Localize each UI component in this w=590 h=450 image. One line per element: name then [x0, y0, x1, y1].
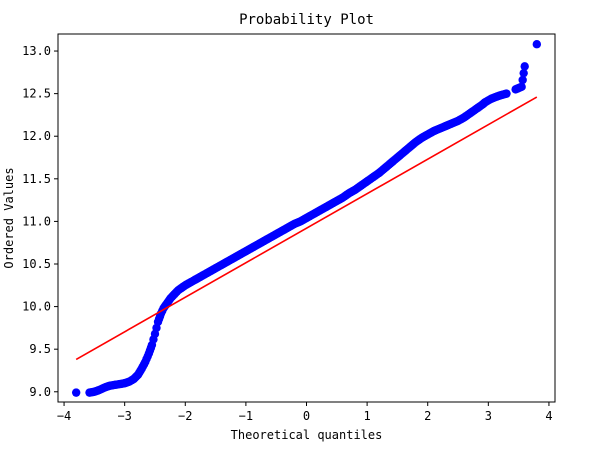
y-tick-label: 10.0 — [22, 300, 51, 314]
data-point — [502, 89, 511, 98]
chart-title: Probability Plot — [239, 12, 374, 28]
x-tick-label: −2 — [178, 409, 192, 423]
y-tick-label: 12.5 — [22, 87, 51, 101]
y-tick-label: 11.0 — [22, 214, 51, 228]
x-tick-label: −3 — [117, 409, 131, 423]
data-point — [519, 68, 528, 78]
y-tick-label: 10.5 — [22, 257, 51, 271]
x-tick-label: 1 — [363, 409, 370, 423]
y-axis: 9.0 9.5 10.0 10.5 11.0 11.5 12.0 12.5 13.0 — [22, 44, 58, 399]
y-tick-label: 9.0 — [29, 385, 51, 399]
x-tick-label: 3 — [485, 409, 492, 423]
x-tick-label: 2 — [424, 409, 431, 423]
data-points — [71, 40, 542, 397]
data-point — [517, 82, 526, 92]
data-point — [518, 75, 527, 85]
plot-area — [71, 40, 542, 397]
data-point — [520, 62, 529, 71]
y-tick-label: 13.0 — [22, 44, 51, 58]
data-point — [71, 388, 81, 397]
x-tick-label: −1 — [239, 409, 253, 423]
x-axis: −4 −3 −2 −1 0 1 2 3 4 — [57, 402, 553, 423]
data-point — [532, 40, 542, 49]
y-tick-label: 9.5 — [29, 342, 51, 356]
fit-line — [75, 96, 538, 361]
y-tick-label: 12.0 — [22, 129, 51, 143]
x-tick-label: −4 — [57, 409, 71, 423]
x-tick-label: 0 — [303, 409, 310, 423]
x-tick-label: 4 — [545, 409, 552, 423]
y-axis-title: Ordered Values — [2, 167, 16, 268]
x-axis-title: Theoretical quantiles — [231, 428, 383, 442]
y-tick-label: 11.5 — [22, 172, 51, 186]
